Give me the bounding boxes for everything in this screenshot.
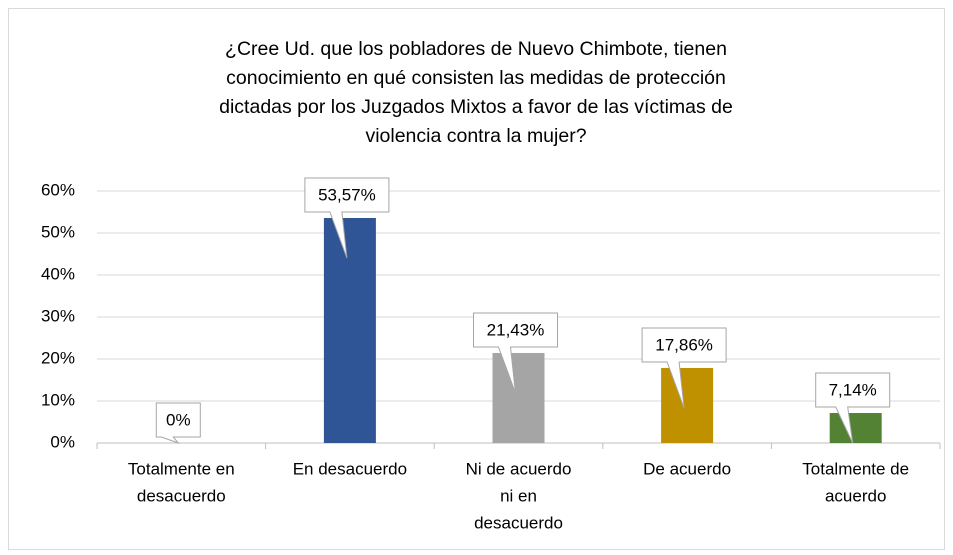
bar	[323, 218, 376, 443]
x-tick-label: Totalmente en	[128, 459, 235, 478]
y-tick-label: 50%	[41, 222, 75, 241]
chart-title: dictadas por los Juzgados Mixtos a favor…	[219, 96, 733, 118]
data-label: 53,57%	[318, 185, 376, 204]
y-tick-label: 10%	[41, 390, 75, 409]
x-tick-label: En desacuerdo	[293, 459, 407, 478]
x-tick-label: acuerdo	[825, 486, 886, 505]
x-tick-label: desacuerdo	[137, 486, 226, 505]
y-tick-label: 30%	[41, 306, 75, 325]
y-tick-label: 0%	[50, 432, 75, 451]
x-tick-label: Totalmente de	[802, 459, 909, 478]
callout	[641, 327, 727, 409]
bar	[661, 367, 714, 443]
data-label: 0%	[166, 410, 191, 429]
x-tick-label: Ni de acuerdo	[466, 459, 572, 478]
chart-title: ¿Cree Ud. que los pobladores de Nuevo Ch…	[225, 38, 727, 60]
callout	[304, 177, 390, 259]
chart-title: conocimiento en qué consisten las medida…	[226, 67, 726, 89]
bar	[829, 413, 882, 443]
bar	[492, 352, 545, 443]
callout	[473, 312, 558, 394]
x-tick-label: ni en	[500, 486, 537, 505]
chart-frame	[8, 8, 945, 550]
y-tick-label: 60%	[41, 180, 75, 199]
callout	[815, 372, 891, 444]
x-tick-label: desacuerdo	[474, 513, 563, 532]
data-label: 7,14%	[829, 380, 877, 399]
data-label: 17,86%	[655, 335, 713, 354]
chart-title: violencia contra la mujer?	[365, 125, 586, 147]
y-tick-label: 40%	[41, 264, 75, 283]
y-tick-label: 20%	[41, 348, 75, 367]
data-label: 21,43%	[487, 320, 545, 339]
callout	[155, 402, 201, 445]
x-tick-label: De acuerdo	[643, 459, 731, 478]
